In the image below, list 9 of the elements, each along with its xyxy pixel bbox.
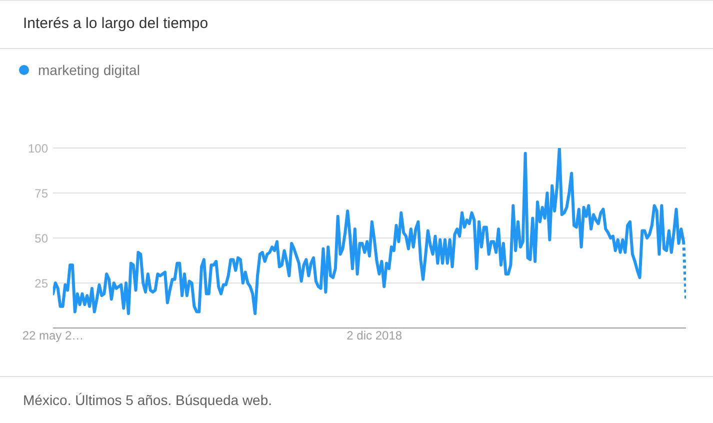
chart-title: Interés a lo largo del tiempo bbox=[23, 15, 208, 32]
y-tick-label: 50 bbox=[34, 231, 48, 246]
text: México. Últimos 5 años. Búsqueda web. bbox=[23, 392, 272, 408]
x-tick-label: 22 may 2… bbox=[22, 328, 84, 343]
y-tick-label: 25 bbox=[34, 276, 48, 290]
legend-label: marketing digital bbox=[38, 62, 140, 78]
y-tick-label: 100 bbox=[28, 141, 48, 156]
x-tick-label: 2 dic 2018 bbox=[346, 328, 402, 343]
y-tick-label: 75 bbox=[34, 186, 48, 200]
